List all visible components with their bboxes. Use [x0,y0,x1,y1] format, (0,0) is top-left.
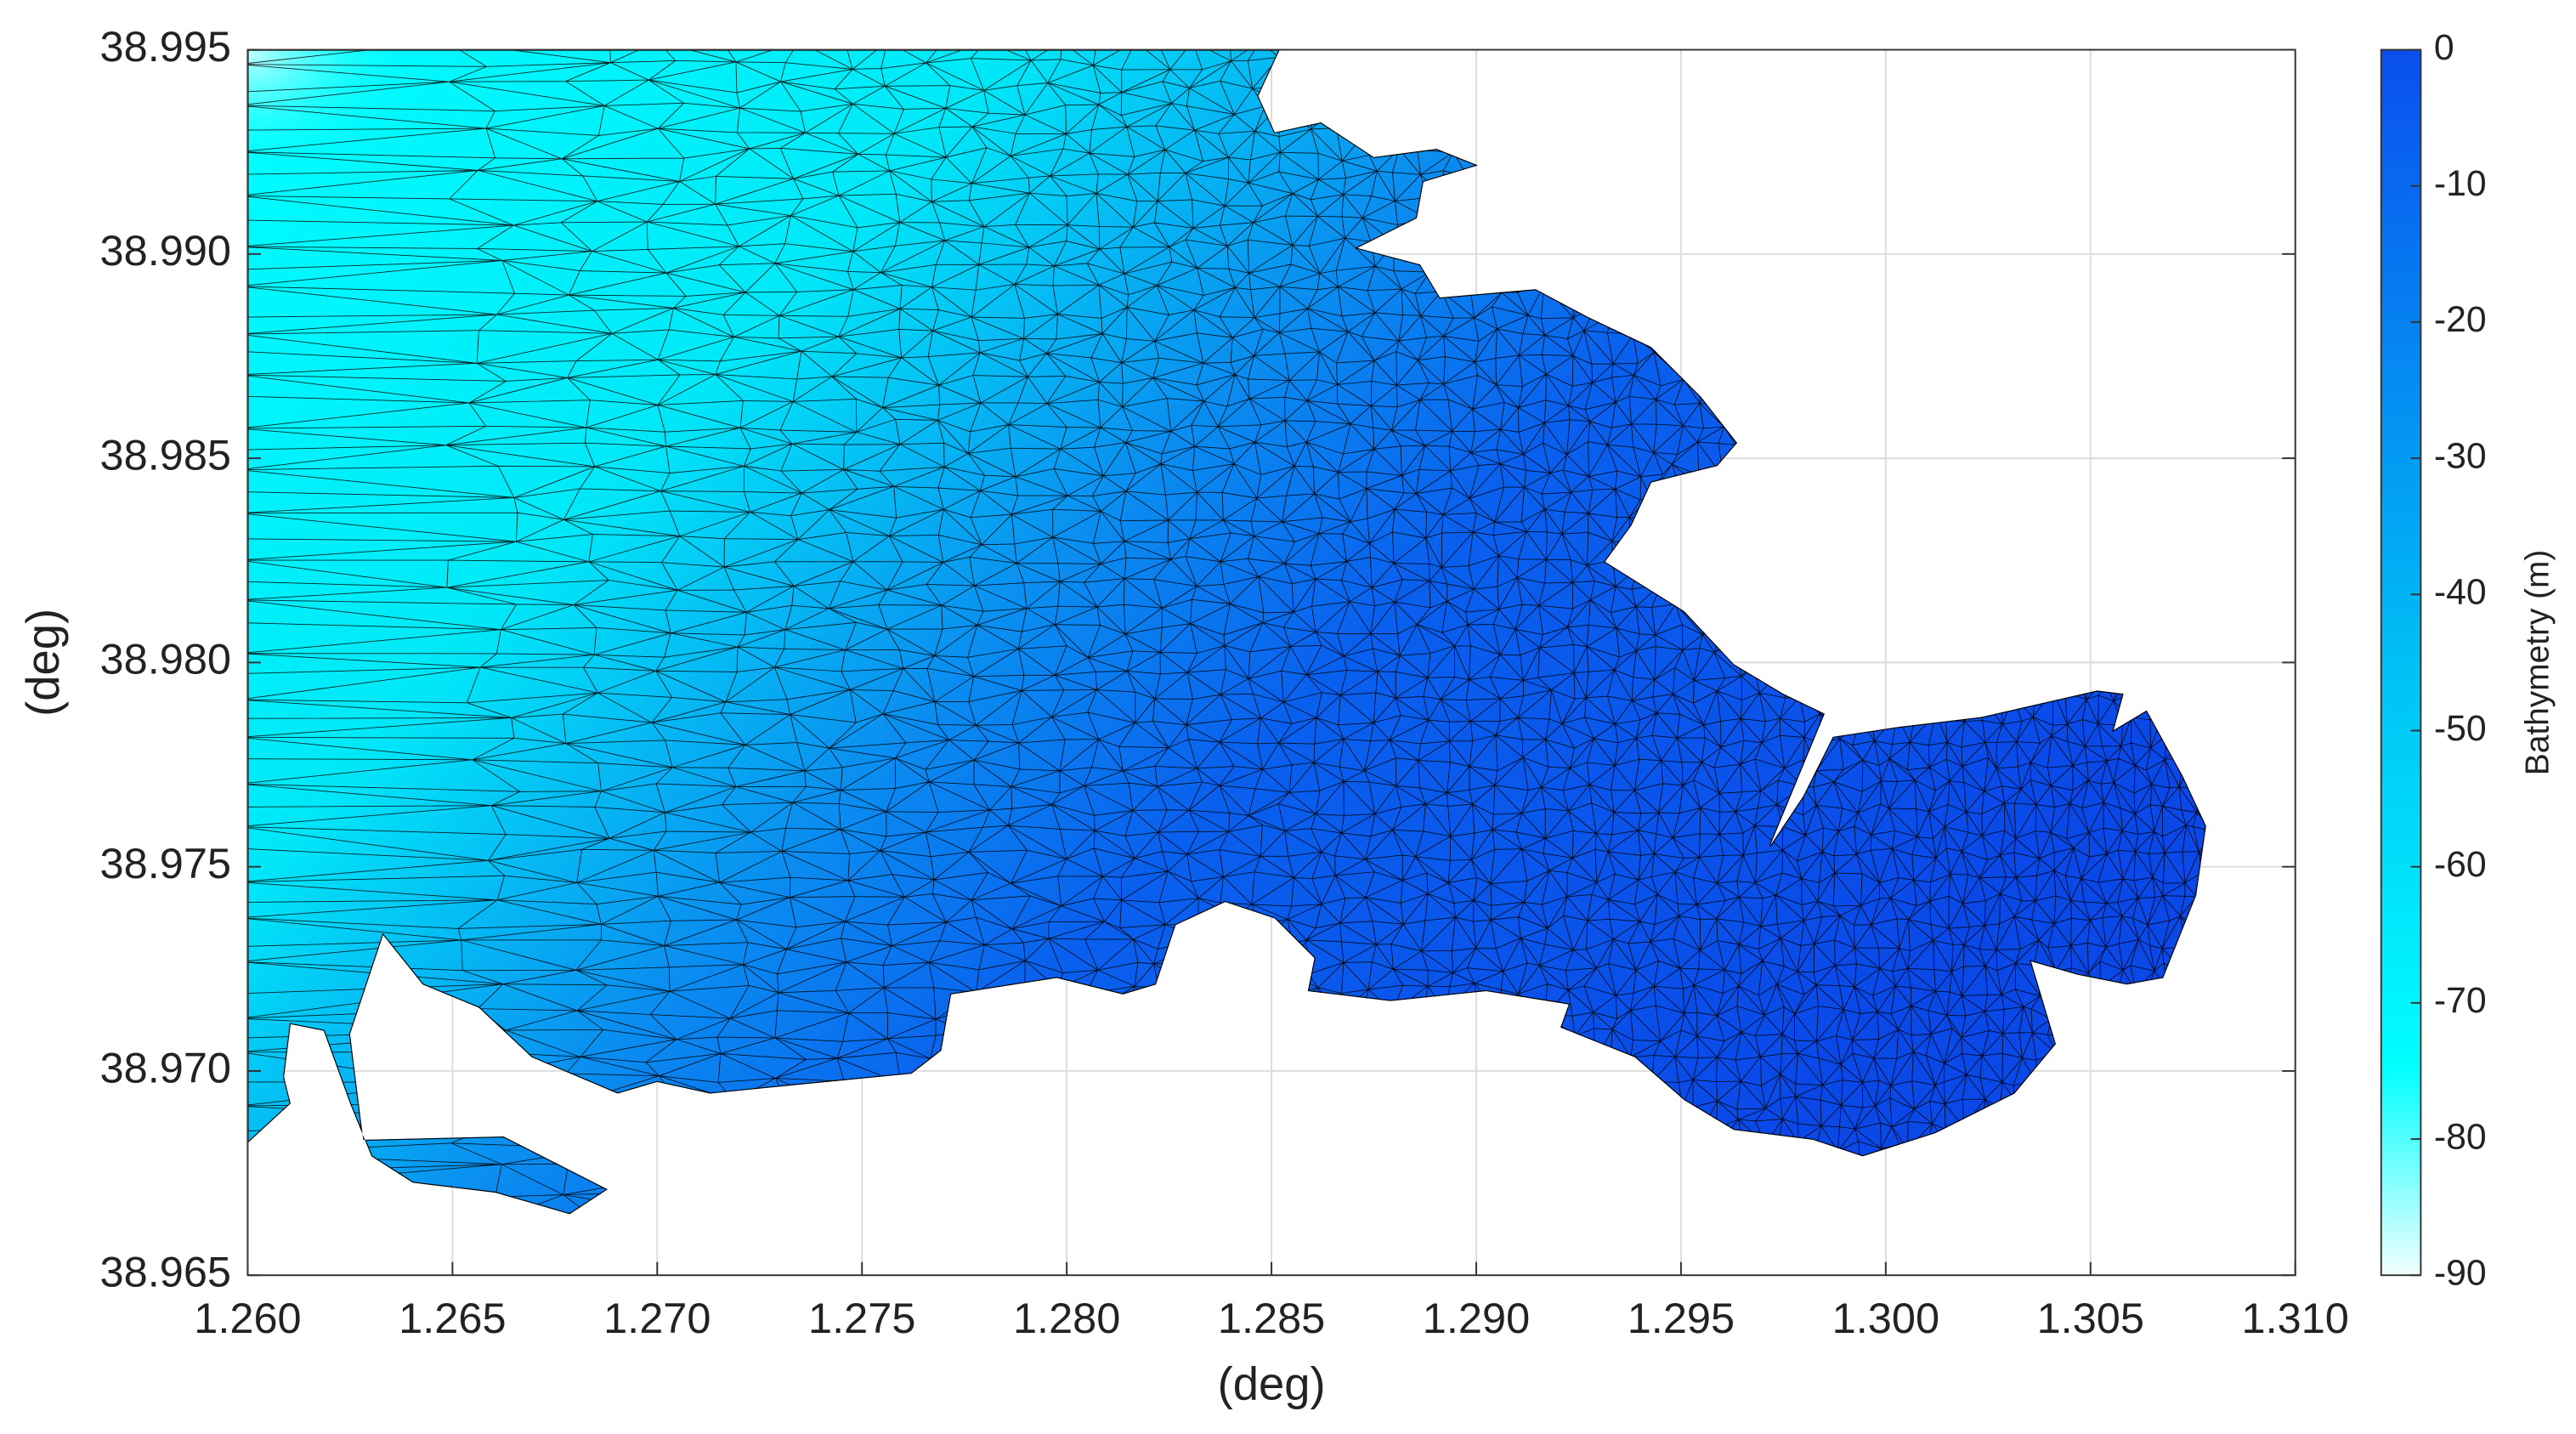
x-tick-label: 1.295 [1628,1294,1735,1342]
colorbar-tick-label: -60 [2434,844,2487,885]
y-tick-label: 38.985 [100,430,231,479]
y-tick-label: 38.995 [100,22,231,71]
colorbar-tick-label: -30 [2434,435,2487,476]
colorbar-tick-label: -80 [2434,1116,2487,1157]
x-tick-label: 1.265 [399,1294,506,1342]
colorbar-tick-label: -90 [2434,1253,2487,1294]
x-tick-label: 1.290 [1423,1294,1530,1342]
y-tick-label: 38.990 [100,226,231,275]
x-tick-label: 1.260 [194,1294,301,1342]
x-tick-label: 1.305 [2037,1294,2144,1342]
y-tick-label: 38.970 [100,1043,231,1091]
x-tick-label: 1.285 [1218,1294,1325,1342]
y-axis-label: (deg) [17,609,69,717]
y-tick-label: 38.980 [100,635,231,683]
y-tick-label: 38.975 [100,839,231,887]
colorbar-tick-label: -10 [2434,163,2487,204]
colorbar [2380,48,2422,1277]
x-axis-label: (deg) [1218,1358,1326,1410]
colorbar-label: Bathymetry (m) [2520,550,2556,775]
x-tick-label: 1.275 [808,1294,915,1342]
x-tick-label: 1.270 [603,1294,711,1342]
colorbar-tick-label: -40 [2434,572,2487,613]
colorbar-tick-label: -50 [2434,708,2487,749]
x-tick-label: 1.310 [2242,1294,2349,1342]
y-tick-label: 38.965 [100,1248,231,1296]
deep-water [247,49,909,546]
x-tick-label: 1.280 [1013,1294,1120,1342]
coastline [247,49,2206,1215]
colorbar-tick-label: -20 [2434,299,2487,340]
colorbar-tick-label: 0 [2434,27,2454,68]
x-tick-label: 1.300 [1832,1294,1939,1342]
colorbar-tick-label: -70 [2434,980,2487,1021]
